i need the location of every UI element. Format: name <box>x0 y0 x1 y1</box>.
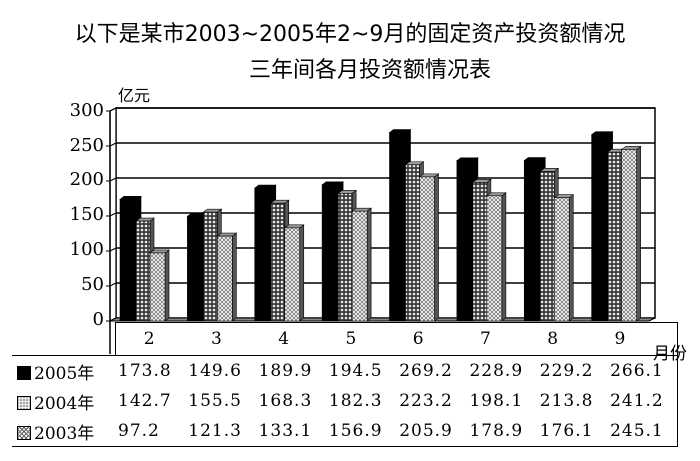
table-cell: 142.7 <box>118 391 172 411</box>
table-cell: 173.8 <box>118 361 172 381</box>
y-tick-150: 150 <box>69 204 104 225</box>
legend-swatch-2004-icon <box>17 395 31 410</box>
y-tick-250: 250 <box>69 135 104 156</box>
bar <box>351 207 373 322</box>
table-cell: 223.2 <box>399 391 453 411</box>
legend-item-2004: 2004年 <box>12 386 115 416</box>
chart-subtitle: 三年间各月投资额情况表 <box>248 58 491 83</box>
table-cell: 194.5 <box>328 361 383 381</box>
table-cell: 176.1 <box>539 421 594 441</box>
category-label: 7 <box>479 329 491 349</box>
category-labels: 2 3 4 5 6 7 8 9 <box>116 329 654 349</box>
category-label: 6 <box>412 329 424 349</box>
table-cell: 189.9 <box>258 361 313 381</box>
y-tick-200: 200 <box>69 169 104 190</box>
table-cell: 168.3 <box>258 391 313 411</box>
table-cell: 205.9 <box>399 421 453 441</box>
category-label: 2 <box>143 329 155 349</box>
bar <box>418 173 440 322</box>
legend-swatch-2005-icon <box>17 365 31 380</box>
y-tick-100: 100 <box>69 239 104 260</box>
table-cell: 213.8 <box>539 391 594 411</box>
category-label: 3 <box>210 329 222 349</box>
y-tick-50: 50 <box>81 274 104 295</box>
table-row-2004: 2004年 142.7 155.5 168.3 182.3 223.2 198.… <box>12 386 679 416</box>
table-cell: 228.9 <box>469 361 524 381</box>
bar <box>485 192 507 322</box>
legend-item-2005: 2005年 <box>12 355 115 386</box>
bar <box>553 194 575 322</box>
category-label: 4 <box>278 329 290 349</box>
table-cell: 229.2 <box>539 361 594 381</box>
chart-title: 以下是某市2003~2005年2~9月的固定资产投资额情况 <box>74 22 626 47</box>
table-cell: 121.3 <box>188 421 242 441</box>
legend-item-2003: 2003年 <box>12 416 115 447</box>
bar-series <box>119 128 642 322</box>
category-label: 8 <box>547 329 559 349</box>
table-cell: 245.1 <box>607 416 679 447</box>
table-row-2003: 2003年 97.2 121.3 133.1 156.9 205.9 178.9… <box>12 416 679 447</box>
y-tick-300: 300 <box>69 100 104 121</box>
bar <box>283 224 305 322</box>
table-cell: 266.1 <box>607 355 679 386</box>
table-row-2005: 2005年 173.8 149.6 189.9 194.5 269.2 228.… <box>12 355 679 386</box>
bar <box>620 145 642 322</box>
bar <box>149 249 170 322</box>
table-cell: 178.9 <box>469 421 524 441</box>
category-row: 2 3 4 5 6 7 8 9 <box>12 322 679 356</box>
data-table: 2 3 4 5 6 7 8 9 2005年 173.8 149.6 189.9 … <box>12 322 679 447</box>
table-cell: 269.2 <box>399 361 453 381</box>
table-cell: 133.1 <box>258 421 313 441</box>
bar <box>216 232 238 322</box>
category-label: 9 <box>614 329 626 349</box>
table-cell: 156.9 <box>328 421 383 441</box>
legend-swatch-2003-icon <box>17 425 31 440</box>
table-cell: 97.2 <box>118 421 160 441</box>
table-cell: 198.1 <box>469 391 524 411</box>
y-tick-0: 0 <box>92 309 104 330</box>
category-label: 5 <box>345 329 357 349</box>
table-cell: 182.3 <box>328 391 383 411</box>
table-cell: 241.2 <box>607 386 679 416</box>
table-cell: 155.5 <box>188 391 242 411</box>
y-axis-unit-label: 亿元 <box>118 86 151 105</box>
table-cell: 149.6 <box>188 361 242 381</box>
